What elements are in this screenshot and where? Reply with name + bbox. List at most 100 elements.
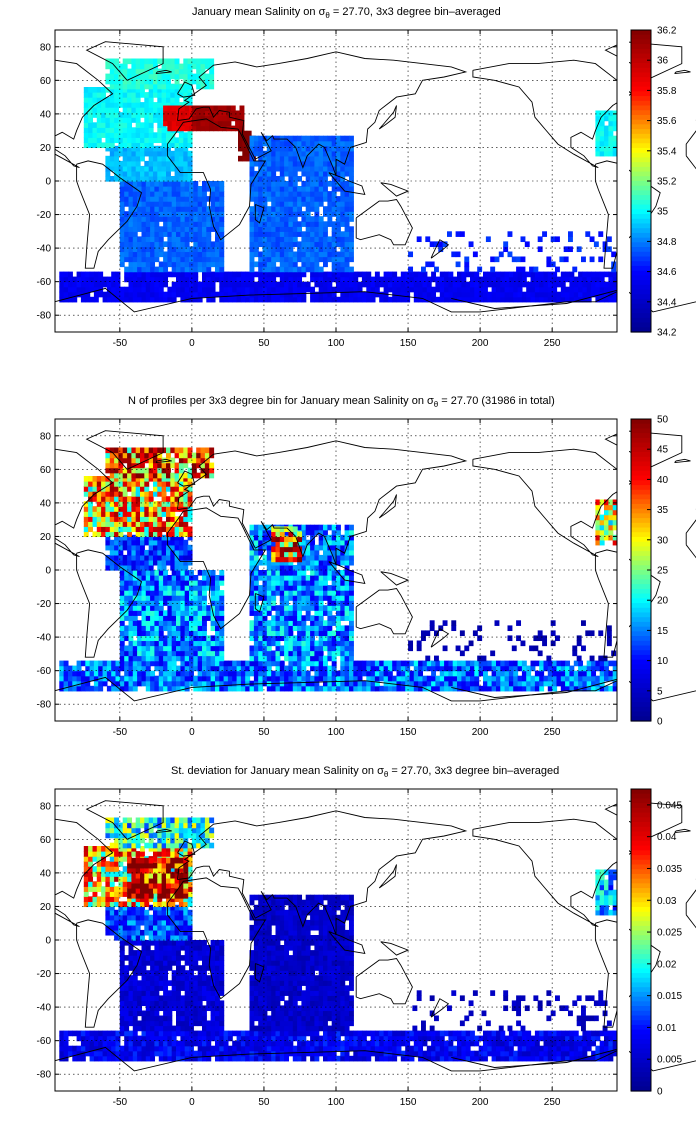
data-cell bbox=[258, 625, 264, 632]
data-cell bbox=[521, 296, 527, 303]
data-cell bbox=[275, 665, 281, 672]
data-cell bbox=[184, 625, 190, 632]
data-cell bbox=[284, 266, 290, 273]
data-cell bbox=[508, 660, 514, 667]
data-cell bbox=[176, 580, 181, 586]
data-cell bbox=[539, 281, 545, 288]
data-cell bbox=[349, 276, 354, 283]
data-cell bbox=[157, 554, 163, 561]
data-cell bbox=[105, 122, 111, 128]
data-cell bbox=[59, 271, 65, 278]
data-cell bbox=[448, 296, 454, 303]
data-cell bbox=[63, 685, 69, 692]
data-cell bbox=[157, 155, 163, 162]
coastline bbox=[380, 182, 410, 197]
data-cell bbox=[496, 291, 501, 298]
data-cell bbox=[258, 271, 264, 278]
data-cell bbox=[331, 675, 337, 682]
data-cell bbox=[292, 640, 298, 647]
data-cell bbox=[153, 117, 158, 123]
data-cell bbox=[314, 675, 320, 682]
data-cell bbox=[336, 590, 341, 596]
data-cell bbox=[344, 665, 350, 672]
data-cell bbox=[206, 575, 212, 581]
data-cell bbox=[253, 216, 259, 222]
data-cell bbox=[305, 580, 311, 586]
data-cell bbox=[418, 291, 424, 298]
data-cell bbox=[141, 181, 147, 187]
data-cell bbox=[288, 615, 294, 621]
data-cell bbox=[361, 276, 367, 283]
data-cell bbox=[193, 675, 199, 682]
data-cell bbox=[157, 491, 163, 497]
data-cell bbox=[279, 685, 285, 692]
data-cell bbox=[187, 467, 193, 474]
data-cell bbox=[122, 165, 128, 172]
data-cell bbox=[253, 206, 259, 212]
data-cell bbox=[236, 291, 242, 298]
data-cell bbox=[349, 241, 354, 248]
data-cell bbox=[327, 160, 333, 167]
data-cell bbox=[537, 246, 543, 253]
data-cell bbox=[171, 575, 177, 581]
data-cell bbox=[240, 296, 246, 303]
data-cell bbox=[357, 675, 363, 682]
data-cell bbox=[63, 660, 69, 667]
data-cell bbox=[310, 256, 316, 263]
data-cell bbox=[612, 125, 618, 132]
data-cell bbox=[275, 610, 281, 616]
data-cell bbox=[305, 554, 311, 561]
data-cell bbox=[284, 286, 290, 293]
data-cell bbox=[271, 186, 277, 192]
data-cell bbox=[135, 132, 141, 138]
data-cell bbox=[118, 544, 124, 551]
data-cell bbox=[344, 291, 350, 298]
data-cell bbox=[141, 590, 147, 596]
data-cell bbox=[271, 246, 277, 253]
data-cell bbox=[150, 680, 156, 687]
data-cell bbox=[560, 660, 566, 667]
data-cell bbox=[245, 271, 251, 278]
data-cell bbox=[219, 261, 225, 268]
data-cell bbox=[187, 501, 193, 507]
data-cell bbox=[101, 112, 107, 118]
data-cell bbox=[275, 660, 281, 667]
data-cell bbox=[210, 680, 216, 687]
data-cell bbox=[426, 675, 432, 682]
data-cell bbox=[119, 580, 125, 586]
data-cell bbox=[344, 625, 350, 632]
data-cell bbox=[292, 660, 298, 667]
data-cell bbox=[122, 142, 128, 149]
data-cell bbox=[323, 246, 328, 253]
data-cell bbox=[193, 645, 199, 652]
data-cell bbox=[148, 73, 154, 80]
data-cell bbox=[132, 615, 138, 621]
data-cell bbox=[353, 281, 359, 288]
data-cell bbox=[310, 165, 316, 172]
data-cell bbox=[193, 665, 199, 672]
data-cell bbox=[599, 140, 605, 147]
data-cell bbox=[184, 281, 190, 288]
data-cell bbox=[106, 286, 112, 293]
data-cell bbox=[140, 516, 145, 522]
data-cell bbox=[297, 241, 303, 248]
data-cell bbox=[310, 665, 316, 672]
data-cell bbox=[258, 276, 264, 283]
data-cell bbox=[569, 271, 575, 278]
data-cell bbox=[98, 660, 104, 667]
data-cell bbox=[189, 236, 194, 243]
data-cell bbox=[184, 261, 190, 268]
data-cell bbox=[163, 221, 169, 227]
data-cell bbox=[457, 291, 462, 298]
data-cell bbox=[105, 63, 111, 70]
data-cell bbox=[148, 506, 154, 512]
data-cell bbox=[266, 605, 272, 611]
data-cell bbox=[262, 595, 268, 601]
data-cell bbox=[349, 191, 354, 197]
data-cell bbox=[83, 92, 89, 98]
data-cell bbox=[171, 580, 177, 586]
data-cell bbox=[206, 231, 212, 237]
data-cell bbox=[340, 276, 346, 283]
data-cell bbox=[336, 529, 341, 536]
data-cell bbox=[122, 526, 128, 533]
